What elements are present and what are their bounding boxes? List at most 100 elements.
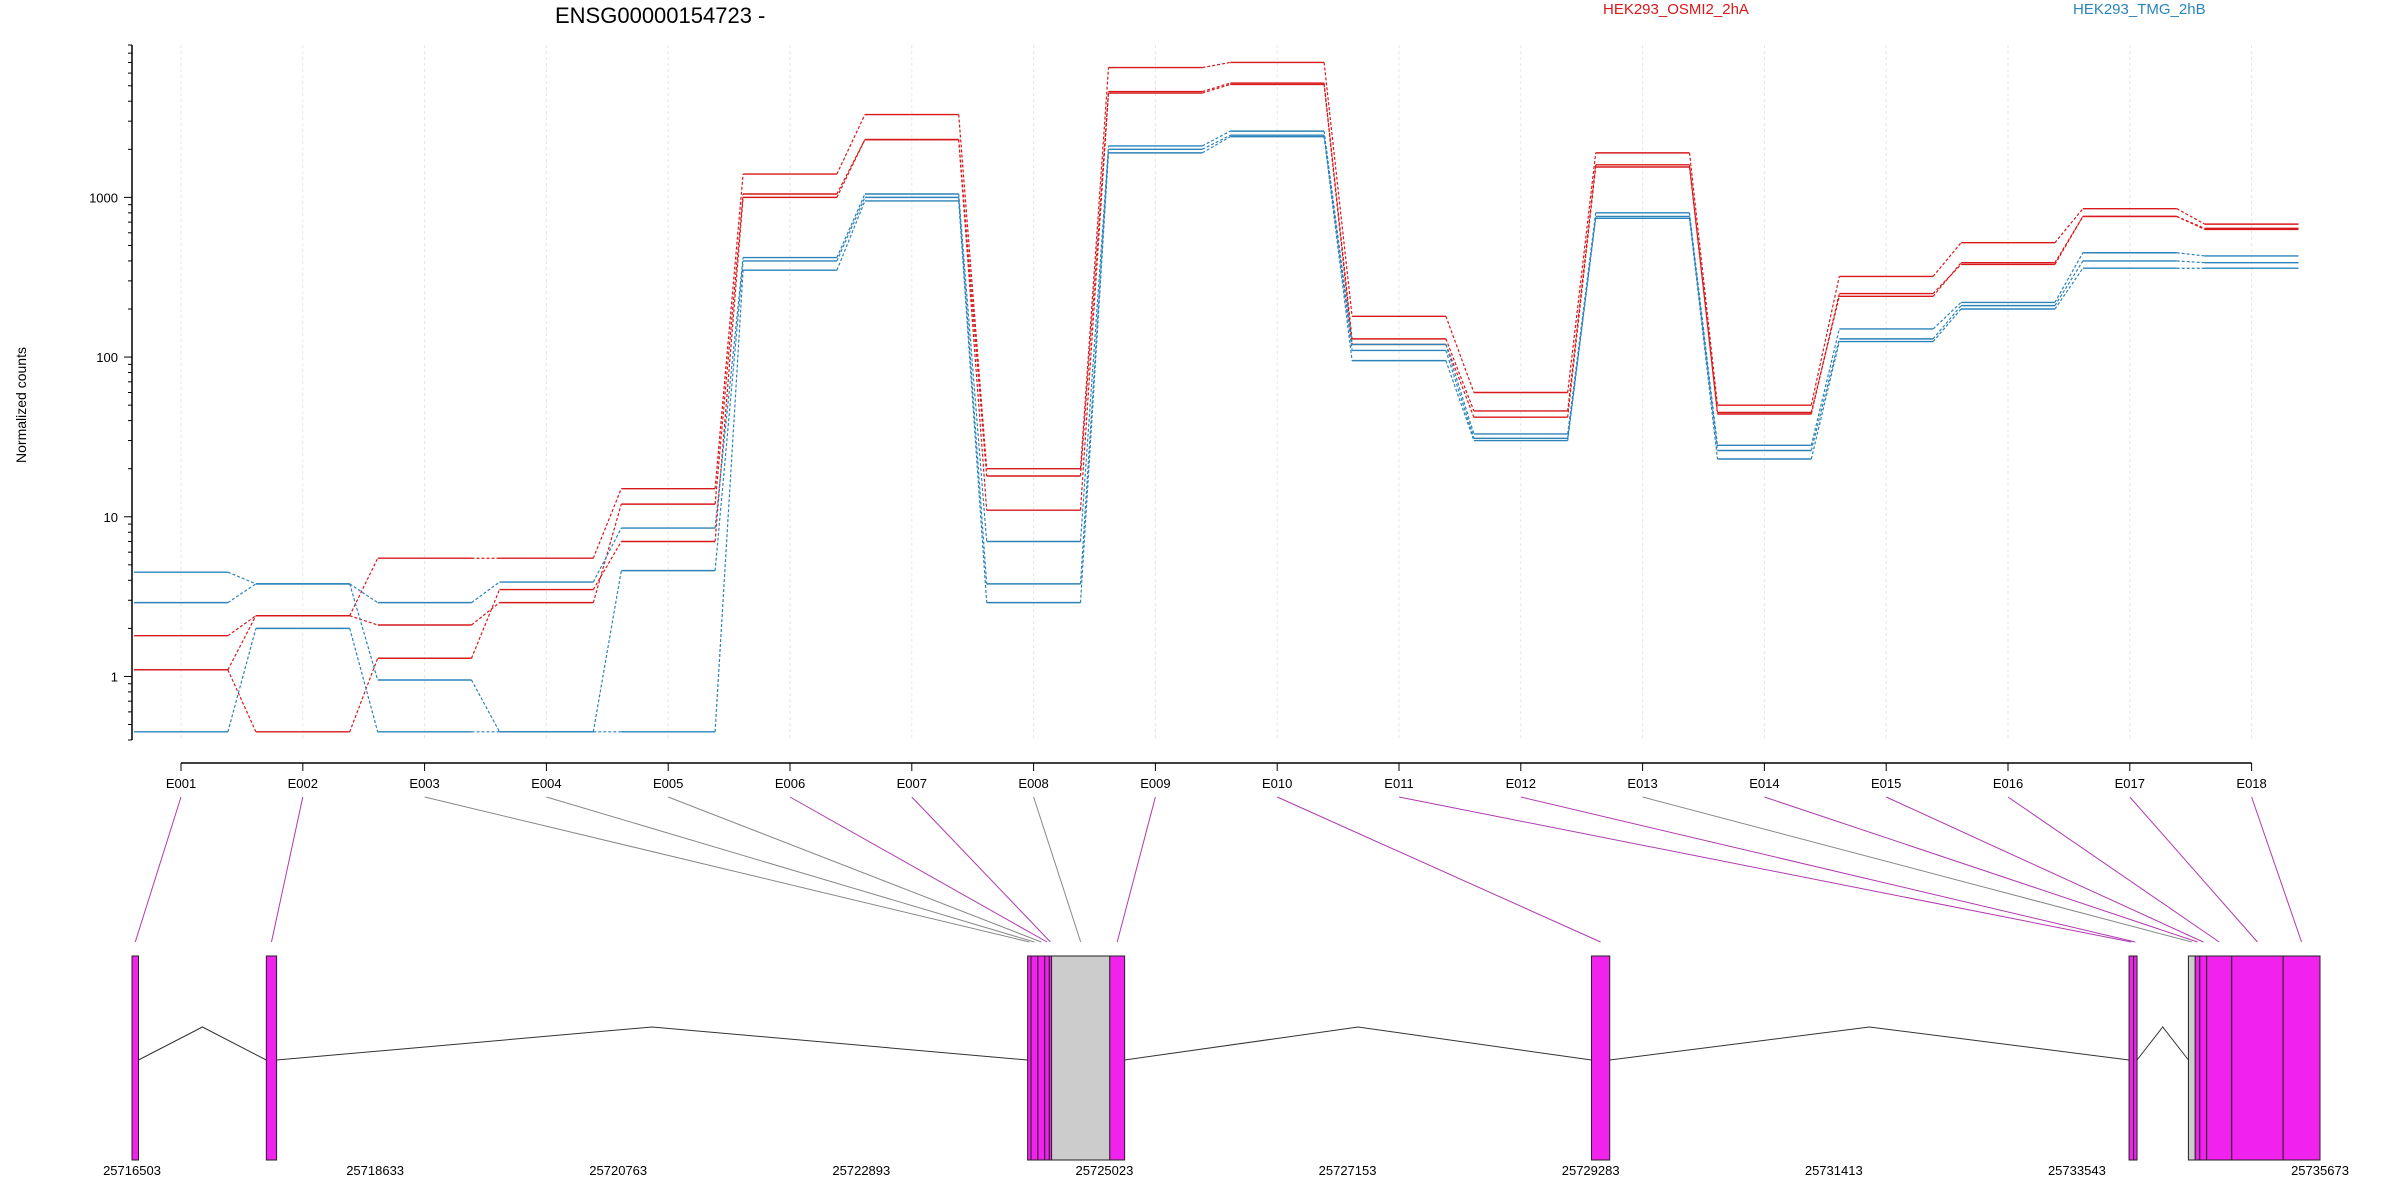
connector-E008 xyxy=(1033,796,1082,943)
axes: 1 10 100 1000 E001 E002 E003 E004 E005 E006 E007 E0… xyxy=(89,44,2267,791)
connector-E009 xyxy=(1116,796,1156,943)
intron-line xyxy=(2136,1026,2189,1061)
connector-E013 xyxy=(1642,796,2192,943)
y-tick-label: 1000 xyxy=(89,190,118,205)
exon-transition-line xyxy=(1445,338,1475,412)
genomic-tick-label: 25731413 xyxy=(1805,1163,1863,1178)
exon-transition-line xyxy=(1932,308,1962,342)
exon-block-E004 xyxy=(1030,955,1039,1161)
x-tick-label-E004: E004 xyxy=(531,776,561,791)
y-tick-label: 1 xyxy=(111,669,118,684)
exon-transition-line xyxy=(1445,344,1475,435)
exon-transition-line xyxy=(1323,131,1353,345)
intron-line xyxy=(276,1026,1028,1061)
exon-block-E003 xyxy=(1027,955,1032,1161)
x-tick-label-E012: E012 xyxy=(1506,776,1536,791)
exon-transition-line xyxy=(470,589,501,659)
exon-transition-line xyxy=(1688,218,1719,460)
exon-transition-line xyxy=(1079,67,1110,469)
y-axis-label: Normalized counts xyxy=(13,347,29,463)
exon-transition-line xyxy=(1810,341,1840,460)
exon-transition-line xyxy=(958,114,988,469)
connector-E017 xyxy=(2129,796,2258,943)
exon-transition-line xyxy=(1202,134,1231,150)
exon-transition-line xyxy=(2176,260,2205,264)
exon-transition-line xyxy=(1079,93,1110,511)
exon-transition-line xyxy=(1932,242,1962,277)
exon-transition-line xyxy=(1567,218,1597,441)
connector-E002 xyxy=(270,796,304,943)
exon-transition-line xyxy=(714,260,744,571)
exon-transition-line xyxy=(1688,152,1719,406)
exon-block-E017 xyxy=(2231,955,2284,1161)
exon-transition-line xyxy=(2054,267,2084,310)
exon-transition-line xyxy=(592,541,622,590)
x-tick-label-E011: E011 xyxy=(1384,776,1413,791)
series-HEK293_OSMI2_2hA-2 xyxy=(134,83,2299,733)
exon-transition-line xyxy=(714,173,744,489)
connector-E018 xyxy=(2251,796,2303,943)
exon-transition-line xyxy=(836,193,866,258)
exon-transition-line xyxy=(592,527,622,583)
genomic-tick-label: 25722893 xyxy=(832,1163,890,1178)
exon-block-E014 xyxy=(2194,955,2201,1161)
x-tick-label-E014: E014 xyxy=(1749,776,1779,791)
exon-transition-line xyxy=(1932,301,1962,330)
x-tick-label-E008: E008 xyxy=(1018,776,1048,791)
intron-line xyxy=(1124,1026,1592,1061)
exon-connectors xyxy=(134,796,2303,943)
exon-transition-line xyxy=(2176,215,2205,230)
exon-transition-line xyxy=(1202,130,1231,147)
genomic-tick-label: 25718633 xyxy=(346,1163,404,1178)
exon-transition-line xyxy=(836,200,866,271)
exon-transition-line xyxy=(1202,83,1231,94)
exon-transition-line xyxy=(1079,149,1110,584)
exon-transition-line xyxy=(1323,84,1353,345)
exon-block-E012 xyxy=(2133,955,2138,1161)
exon-transition-line xyxy=(1202,61,1231,69)
exon-transition-line xyxy=(1445,360,1475,441)
exon-block-E001 xyxy=(131,955,140,1161)
exon-transition-line xyxy=(1688,164,1719,415)
connector-E011 xyxy=(1398,796,2132,943)
exon-block-E011 xyxy=(2128,955,2135,1161)
exon-block-E013 xyxy=(2187,955,2196,1161)
exon-transition-line xyxy=(714,197,744,542)
exon-transition-line xyxy=(836,139,866,198)
x-tick-label-E005: E005 xyxy=(653,776,683,791)
exon-block-E006 xyxy=(1044,955,1050,1161)
x-tick-label-E015: E015 xyxy=(1871,776,1901,791)
connector-E012 xyxy=(1520,796,2136,943)
exon-transition-line xyxy=(349,658,379,733)
connector-E007 xyxy=(911,796,1051,943)
exon-block-E002 xyxy=(265,955,278,1161)
connector-E006 xyxy=(789,796,1048,943)
exon-block-E016 xyxy=(2206,955,2233,1161)
legend-label-osmi2: HEK293_OSMI2_2hA xyxy=(1603,1,1749,18)
exon-transition-line xyxy=(349,557,379,616)
genomic-tick-label: 25729283 xyxy=(1562,1163,1620,1178)
series-HEK293_TMG_2hB-3 xyxy=(134,130,2299,604)
exon-transition-line xyxy=(1567,166,1597,418)
connector-E010 xyxy=(1276,796,1601,943)
exon-transition-line xyxy=(1932,305,1962,340)
series-HEK293_OSMI2_2hA-0 xyxy=(134,61,2299,637)
genomic-tick-label: 25720763 xyxy=(589,1163,647,1178)
genomic-tick-label: 25727153 xyxy=(1319,1163,1377,1178)
x-tick-label-E006: E006 xyxy=(775,776,805,791)
x-tick-label-E016: E016 xyxy=(1993,776,2023,791)
exon-transition-line xyxy=(714,270,744,732)
exon-transition-line xyxy=(227,615,257,637)
exon-block-E018 xyxy=(2282,955,2321,1161)
exon-transition-line xyxy=(1810,276,1840,406)
x-tick-label-E003: E003 xyxy=(409,776,439,791)
exon-transition-line xyxy=(1079,145,1110,542)
y-tick-label: 100 xyxy=(96,350,118,365)
chart-title: ENSG00000154723 - xyxy=(555,3,765,28)
exon-transition-line xyxy=(2054,216,2084,263)
exon-transition-line xyxy=(958,139,988,511)
x-tick-label-E017: E017 xyxy=(2115,776,2145,791)
exon-transition-line xyxy=(2176,208,2205,225)
exon-transition-line xyxy=(2054,260,2084,306)
